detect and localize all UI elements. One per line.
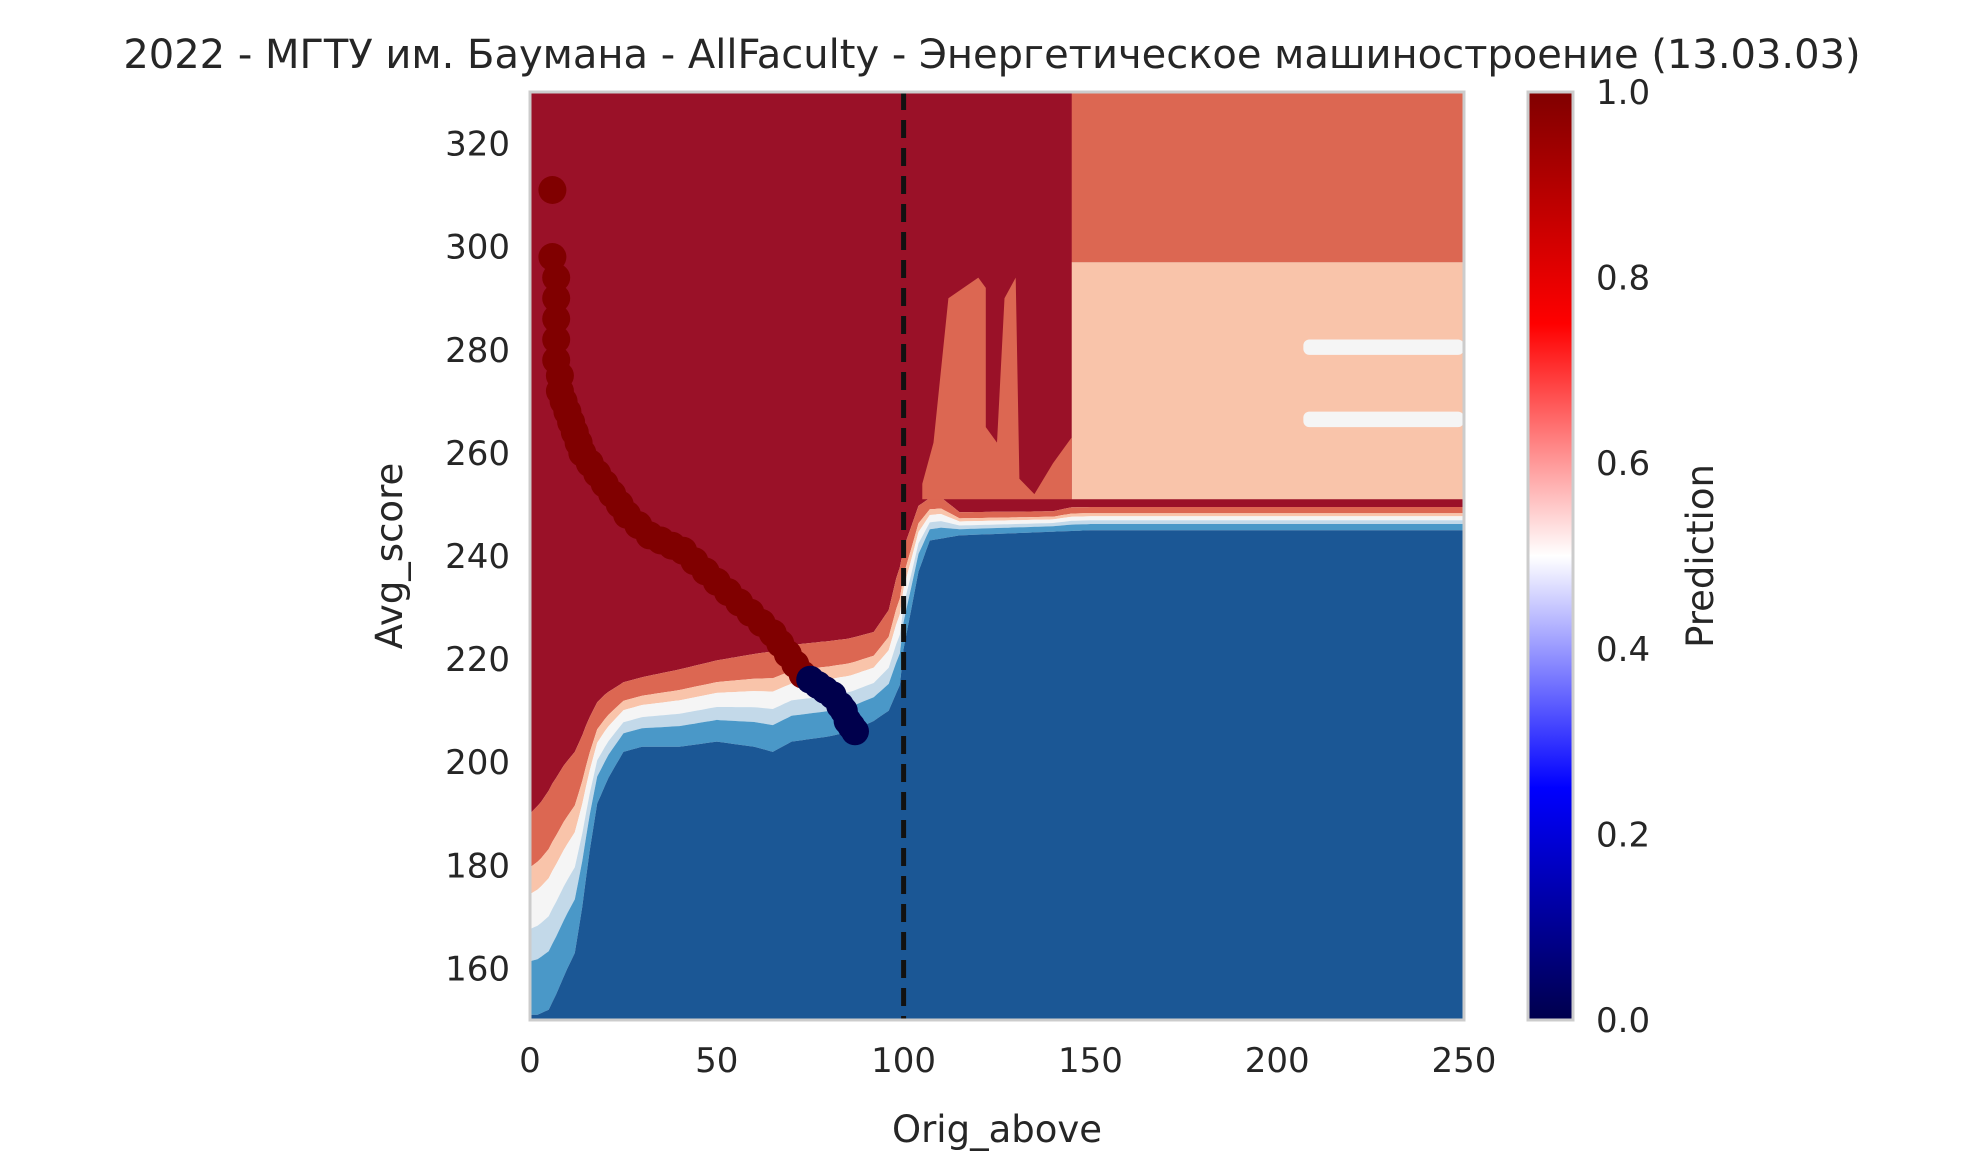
y-tick-label: 280 — [445, 331, 510, 371]
scatter-point — [542, 284, 571, 313]
scatter-series — [538, 176, 869, 746]
x-tick-label: 250 — [1432, 1041, 1497, 1081]
scatter-point — [538, 176, 567, 204]
x-tick-label: 150 — [1058, 1041, 1123, 1081]
y-tick-label: 240 — [445, 537, 510, 577]
x-tick-label: 100 — [871, 1041, 936, 1081]
colorbar-tick-label: 0.0 — [1596, 1001, 1650, 1041]
x-tick-label: 50 — [695, 1041, 738, 1081]
y-tick-label: 200 — [445, 743, 510, 783]
contour-band — [1071, 92, 1464, 263]
y-tick-label: 300 — [445, 228, 510, 268]
y-axis-label: Avg_score — [368, 463, 411, 649]
y-tick-label: 220 — [445, 640, 510, 680]
colorbar-ticks: 0.0 0.2 0.4 0.6 0.8 1.0 — [1596, 73, 1650, 1041]
y-tick-label: 320 — [445, 125, 510, 165]
contour-band — [530, 530, 1464, 1020]
y-tick-label: 160 — [445, 949, 510, 989]
y-tick-label: 180 — [445, 846, 510, 886]
scatter-point — [542, 304, 571, 333]
contour-band — [1303, 339, 1464, 355]
x-tick-label: 0 — [519, 1041, 541, 1081]
contour-band — [1303, 411, 1464, 428]
scatter-point — [542, 325, 571, 354]
chart-title: 2022 - МГТУ им. Баумана - AllFaculty - Э… — [123, 32, 1860, 78]
colorbar-tick-label: 0.8 — [1596, 259, 1650, 299]
plot-frame — [528, 90, 1466, 1022]
colorbar-tick-label: 0.4 — [1596, 630, 1650, 670]
y-axis-ticks: 160 180 200 220 240 260 280 300 320 — [445, 125, 510, 990]
colorbar-tick-label: 0.2 — [1596, 815, 1650, 855]
contour-band — [922, 277, 1072, 500]
colorbar — [1526, 90, 1575, 1022]
x-axis-label: Orig_above — [892, 1108, 1102, 1151]
x-tick-label: 200 — [1245, 1041, 1310, 1081]
contour-band — [1071, 262, 1464, 500]
scatter-point — [841, 717, 869, 746]
scatter-point — [542, 263, 571, 292]
x-axis-ticks: 0 50 100 150 200 250 — [519, 1041, 1496, 1081]
y-tick-label: 260 — [445, 434, 510, 474]
colorbar-label: Prediction — [1679, 464, 1722, 648]
colorbar-tick-label: 1.0 — [1596, 73, 1650, 113]
colorbar-tick-label: 0.6 — [1596, 444, 1650, 484]
